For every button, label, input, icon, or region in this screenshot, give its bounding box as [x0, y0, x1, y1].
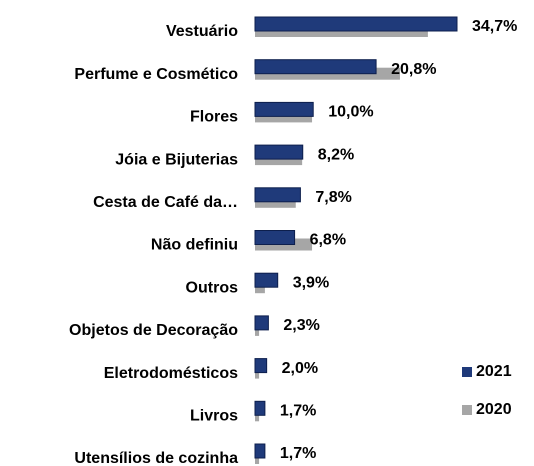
- legend-label: 2021: [476, 363, 512, 380]
- data-label: 1,7%: [280, 403, 316, 420]
- data-label: 8,2%: [318, 146, 354, 163]
- bar-2021: [254, 443, 266, 459]
- category-label: Eletrodomésticos: [104, 365, 238, 382]
- data-label: 3,9%: [293, 274, 329, 291]
- bar-2021: [254, 101, 314, 117]
- category-label: Cesta de Café da…: [93, 194, 238, 211]
- data-label: 7,8%: [315, 189, 351, 206]
- bar-2021: [254, 16, 458, 32]
- category-label: Livros: [190, 408, 238, 425]
- bar-2021: [254, 272, 279, 288]
- category-label: Jóia e Bijuterias: [115, 151, 238, 168]
- data-label: 34,7%: [472, 18, 517, 35]
- bar-2021: [254, 358, 268, 374]
- bar-2021: [254, 400, 266, 416]
- category-label: Utensílios de cozinha: [74, 450, 238, 466]
- legend-swatch: [462, 367, 472, 377]
- data-label: 6,8%: [310, 232, 346, 249]
- category-label: Vestuário: [166, 23, 238, 40]
- bar-2021: [254, 59, 377, 75]
- bar-2021: [254, 144, 304, 160]
- bar-2021: [254, 187, 301, 203]
- data-label: 2,0%: [282, 360, 318, 377]
- category-label: Flores: [190, 109, 238, 126]
- category-label: Perfume e Cosmético: [74, 66, 238, 83]
- category-label: Objetos de Decoração: [69, 322, 238, 339]
- legend-label: 2020: [476, 401, 512, 418]
- category-label: Outros: [186, 279, 239, 296]
- bar-2021: [254, 230, 296, 245]
- category-label: Não definiu: [151, 237, 238, 254]
- data-label: 2,3%: [283, 317, 319, 334]
- data-label: 10,0%: [328, 104, 373, 121]
- legend-swatch: [462, 405, 472, 415]
- bar-2021: [254, 315, 269, 331]
- data-label: 1,7%: [280, 445, 316, 462]
- data-label: 20,8%: [391, 61, 436, 78]
